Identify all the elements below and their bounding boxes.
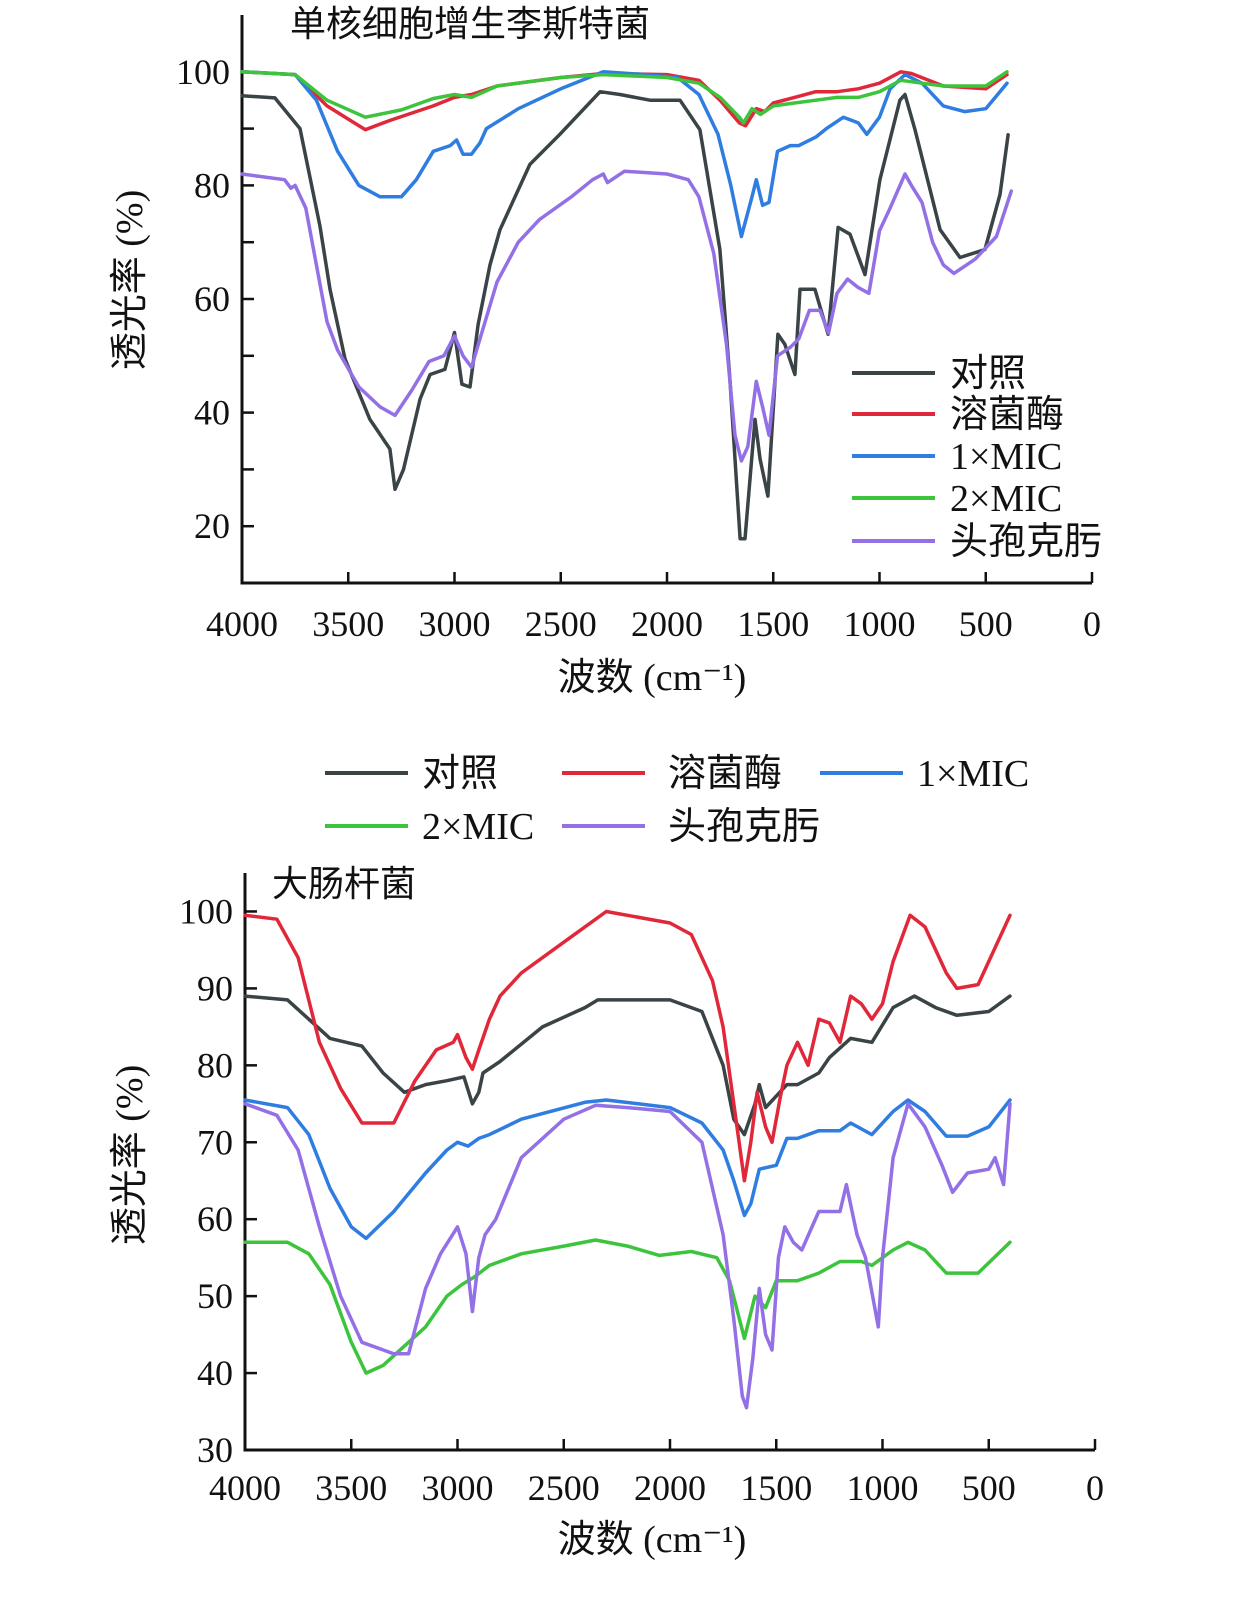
y-tick-label: 60 xyxy=(197,1199,233,1239)
legend-label: 2×MIC xyxy=(422,806,534,848)
x-tick-label: 2000 xyxy=(631,604,703,644)
x-tick-label: 0 xyxy=(1083,604,1101,644)
x-tick-label: 2000 xyxy=(634,1468,706,1508)
y-tick-label: 50 xyxy=(197,1276,233,1316)
legend-label: 对照 xyxy=(422,753,498,795)
y-tick-label: 100 xyxy=(176,52,230,92)
x-axis-label: 波数 (cm⁻¹) xyxy=(558,657,747,699)
y-tick-label: 100 xyxy=(179,891,233,931)
series-line-2 xyxy=(240,70,1009,132)
series-line-4 xyxy=(240,70,1009,125)
legend-label: 2×MIC xyxy=(950,478,1062,520)
y-tick-label: 80 xyxy=(194,165,230,205)
legend-label: 溶菌酶 xyxy=(950,394,1064,436)
y-tick-label: 30 xyxy=(197,1430,233,1470)
series-line-3 xyxy=(240,70,1009,239)
series-line-1 xyxy=(240,89,1010,541)
legend-label: 溶菌酶 xyxy=(668,753,782,795)
series-line-4 xyxy=(243,1238,1012,1375)
series-line-2 xyxy=(243,909,1012,1183)
x-tick-label: 3000 xyxy=(422,1468,494,1508)
x-tick-label: 1000 xyxy=(844,604,916,644)
series-line-5 xyxy=(240,169,1014,463)
series-line-3 xyxy=(243,1098,1012,1241)
legend-label: 1×MIC xyxy=(950,436,1062,478)
x-tick-label: 500 xyxy=(962,1468,1016,1508)
x-tick-label: 4000 xyxy=(209,1468,281,1508)
x-tick-label: 500 xyxy=(959,604,1013,644)
legend: 对照 溶菌酶 1×MIC 2×MIC 头孢克肟 xyxy=(325,753,1029,848)
legend-label: 对照 xyxy=(950,353,1026,395)
x-tick-label: 2500 xyxy=(525,604,597,644)
y-tick-label: 20 xyxy=(194,506,230,546)
y-tick-label: 60 xyxy=(194,279,230,319)
chart-2: 4000 3500 3000 2500 2000 1500 1000 500 0 30 40 50 60… xyxy=(109,753,1104,1561)
x-axis-label: 波数 (cm⁻¹) xyxy=(558,1519,747,1561)
x-tick-label: 3500 xyxy=(315,1468,387,1508)
chart-title: 大肠杆菌 xyxy=(272,864,416,904)
y-tick-label: 90 xyxy=(197,968,233,1008)
x-tick-label: 4000 xyxy=(206,604,278,644)
y-tick-label: 70 xyxy=(197,1122,233,1162)
chart-title: 单核细胞增生李斯特菌 xyxy=(290,4,650,44)
x-tick-label: 1500 xyxy=(737,604,809,644)
legend-label: 头孢克肟 xyxy=(950,521,1102,563)
y-tick-label: 40 xyxy=(197,1353,233,1393)
series-line-1 xyxy=(243,994,1012,1137)
x-tick-label: 1500 xyxy=(740,1468,812,1508)
y-axis-label: 透光率 (%) xyxy=(109,190,151,370)
x-tick-label: 3500 xyxy=(312,604,384,644)
series-line-5 xyxy=(243,1102,1012,1410)
x-tick-label: 0 xyxy=(1086,1468,1104,1508)
x-tick-label: 3000 xyxy=(419,604,491,644)
chart-1: 4000 3500 3000 2500 2000 1500 1000 500 0 20 40 60 80… xyxy=(109,4,1102,699)
y-tick-label: 80 xyxy=(197,1045,233,1085)
x-tick-label: 1000 xyxy=(847,1468,919,1508)
y-axis-label: 透光率 (%) xyxy=(109,1065,151,1245)
legend-label: 头孢克肟 xyxy=(668,806,820,848)
legend-label: 1×MIC xyxy=(917,753,1029,795)
x-tick-label: 2500 xyxy=(528,1468,600,1508)
y-tick-label: 40 xyxy=(194,393,230,433)
